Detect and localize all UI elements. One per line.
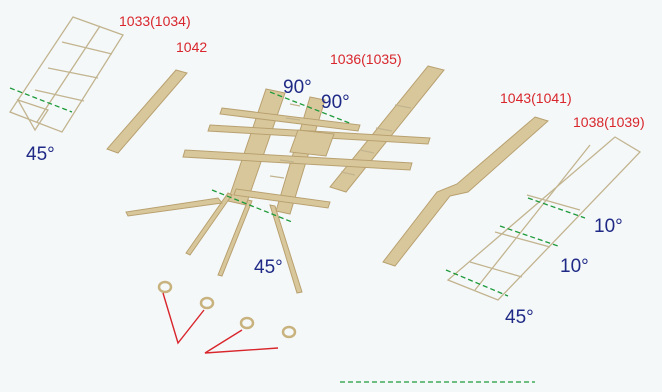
part-1043-angled-strip (382, 116, 549, 267)
label-1036: 1036(1035) (330, 51, 402, 67)
label-1038: 1038(1039) (573, 114, 645, 130)
ring-1 (157, 280, 173, 294)
ring-2 (199, 296, 215, 310)
part-1033-ladder-frame (9, 16, 124, 133)
label-1033: 1033(1034) (119, 13, 191, 29)
part-1038-ladder-frame (445, 136, 642, 301)
angle-right-10b: 10° (560, 256, 589, 277)
angle-top-90b: 90° (321, 92, 350, 113)
label-1042: 1042 (176, 39, 207, 55)
ring-pointer-lines (162, 292, 279, 354)
label-1043: 1043(1041) (500, 90, 572, 106)
ring-4 (281, 325, 297, 339)
angle-center-45: 45° (254, 257, 283, 278)
angle-left-45: 45° (26, 144, 55, 165)
angle-right-10a: 10° (594, 216, 623, 237)
ring-3 (239, 316, 255, 330)
rings-group (157, 280, 297, 339)
part-1042-strip (106, 69, 188, 154)
angle-right-45: 45° (505, 307, 534, 328)
angle-top-90a: 90° (283, 77, 312, 98)
part-1036-central-assembly (125, 65, 445, 294)
